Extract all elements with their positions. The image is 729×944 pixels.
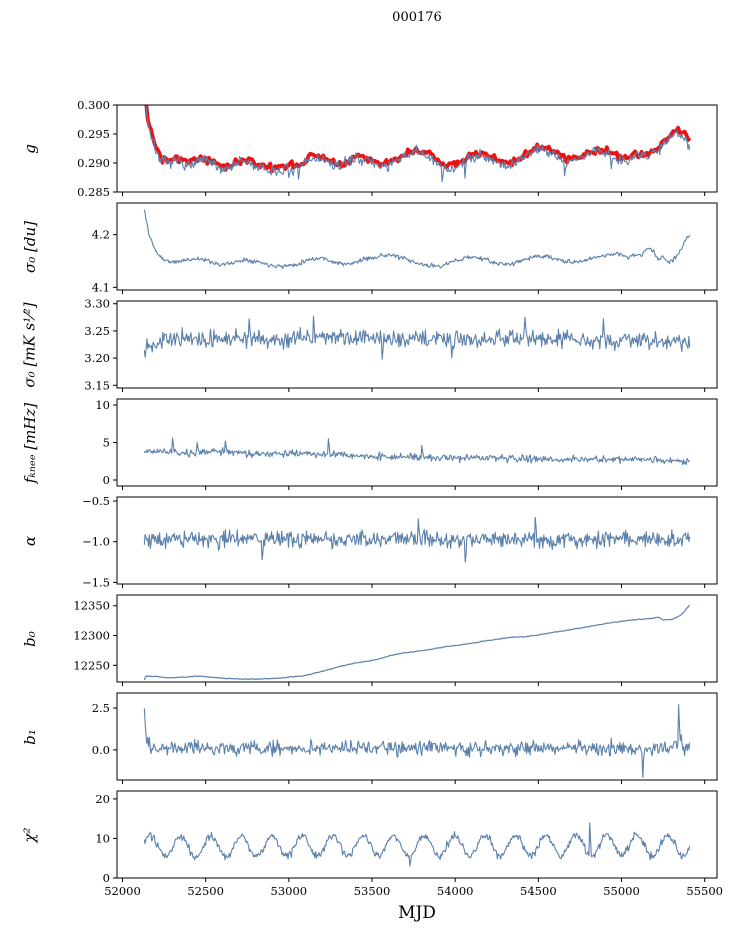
x-tick-label: 54000 [437, 884, 474, 898]
panel-fknee: 0 5 10 [95, 398, 718, 490]
y-tick-label: 5 [103, 436, 110, 450]
y-tick-label: 0.300 [77, 98, 110, 112]
panel-b0: 12250 12300 12350 [73, 594, 718, 686]
y-tick-label: 3.20 [84, 351, 110, 365]
panel-frame [116, 594, 718, 683]
series-g-smoothed-red [144, 105, 692, 174]
y-tick-label: 4.2 [92, 228, 110, 242]
y-tick-label: 10 [95, 398, 110, 412]
series-sigma0-mk [143, 315, 691, 360]
panel-frame [116, 300, 718, 389]
x-tick-label: 55000 [603, 884, 640, 898]
series-fknee [143, 437, 691, 466]
series-g-raw-blue [145, 105, 691, 183]
y-tick-label: 3.15 [84, 378, 110, 392]
panel-g: 0.285 0.290 0.295 0.300 [77, 98, 718, 199]
series-alpha [143, 516, 691, 563]
x-tick-label: 52500 [187, 884, 224, 898]
panel-alpha: −1.5 −1.0 −0.5 [82, 494, 718, 589]
x-tick-label: 52000 [104, 884, 141, 898]
x-tick-label: 54500 [520, 884, 557, 898]
y-tick-label: −0.5 [82, 494, 110, 508]
y-tick-label: −1.0 [82, 535, 110, 549]
y-tick-label: 3.25 [84, 324, 110, 338]
y-tick-label: 0.295 [77, 127, 110, 141]
x-tick-label: 55500 [686, 884, 723, 898]
series-sigma0-du [143, 209, 691, 270]
panel-frame [116, 692, 718, 781]
y-tick-label: 0.290 [77, 156, 110, 170]
y-tick-label: 3.30 [84, 297, 110, 311]
x-tick-label: 53500 [354, 884, 391, 898]
series-b0 [143, 604, 691, 681]
y-tick-label: 2.5 [92, 701, 110, 715]
figure-title: 000176 [392, 10, 442, 25]
y-tick-label: 0 [103, 871, 110, 885]
panel-frame [116, 790, 718, 879]
y-tick-label: 4.1 [92, 280, 110, 294]
y-tick-label: 0.0 [92, 743, 110, 757]
panel-sigma0-mk: 3.15 3.20 3.25 3.30 [84, 297, 718, 392]
panel-b1: 0.0 2.5 [92, 692, 718, 784]
panel-frame [116, 398, 718, 487]
y-tick-label: 12300 [73, 629, 110, 643]
x-axis-label: MJD [398, 903, 436, 923]
series-chi2 [143, 822, 691, 867]
y-tick-label: 10 [95, 831, 110, 845]
y-tick-label: 0.285 [77, 185, 110, 199]
y-tick-label: 20 [95, 792, 110, 806]
x-tick-label: 53000 [271, 884, 308, 898]
y-tick-label: 12350 [73, 599, 110, 613]
panel-frame [116, 202, 718, 291]
series-b1 [143, 704, 691, 779]
panel-frame [116, 104, 718, 193]
y-tick-label: −1.5 [82, 575, 110, 589]
panel-frame [116, 496, 718, 585]
y-tick-label: 12250 [73, 658, 110, 672]
panel-sigma0-du: 4.1 4.2 [92, 202, 718, 294]
panel-chi2: 0 10 20 52000 52500 53000 53500 54000 54500 55000… [95, 790, 723, 898]
y-tick-label: 0 [103, 473, 110, 487]
